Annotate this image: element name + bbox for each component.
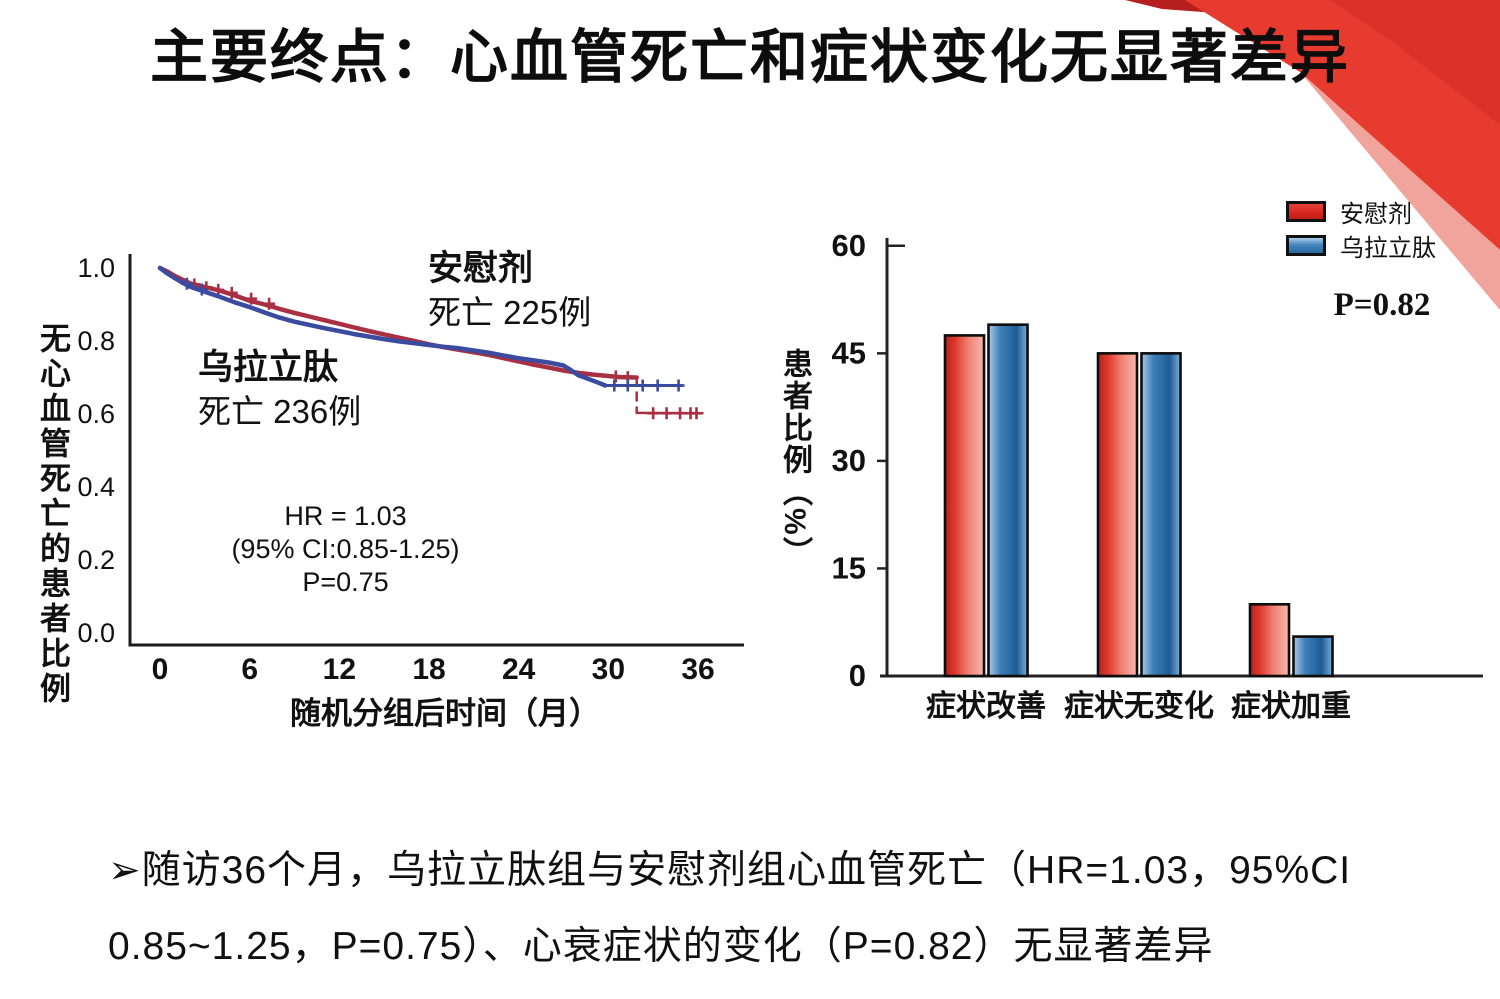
ularitide-deaths-label: 死亡 236例 <box>198 393 362 430</box>
placebo-annotation: 安慰剂 死亡 225例 <box>428 247 591 335</box>
km-x-tick: 18 <box>412 653 445 686</box>
p-value-km: P=0.75 <box>302 567 389 597</box>
legend-swatch-placebo <box>1286 200 1326 222</box>
bar-y-tick: 15 <box>832 550 866 585</box>
legend-label-placebo: 安慰剂 <box>1340 200 1412 228</box>
km-x-tick: 0 <box>152 653 169 686</box>
legend-item-placebo: 安慰剂 <box>1286 200 1436 228</box>
km-x-axis-label: 随机分组后时间（月） <box>290 696 600 731</box>
bar-ularitide-2 <box>1292 635 1334 678</box>
legend-swatch-ularitide <box>1286 234 1326 256</box>
bar-ularitide-0 <box>987 323 1029 678</box>
km-x-tick: 36 <box>681 653 714 686</box>
hazard-ratio-annotation: HR = 1.03 (95% CI:0.85-1.25) P=0.75 <box>193 500 498 599</box>
ularitide-curve <box>157 265 608 388</box>
km-y-tick: 0.8 <box>77 326 115 356</box>
km-y-tick: 0.0 <box>77 618 115 648</box>
ribbon-light-wedge <box>1300 72 1500 310</box>
top-right-ribbon <box>1125 0 1500 310</box>
bar-y-tick: 60 <box>832 228 866 263</box>
summary-line-2: 0.85~1.25，P=0.75）、心衰症状的变化（P=0.82）无显著差异 <box>108 925 1214 968</box>
km-y-tick: 0.4 <box>77 472 115 502</box>
km-y-axis-label: 无心血管死亡的患者比例 <box>35 322 70 707</box>
km-y-tick: 0.6 <box>77 399 115 429</box>
bar-ularitide-1 <box>1140 352 1182 678</box>
bar-category-label: 症状改善 <box>926 690 1046 723</box>
placebo-name-label: 安慰剂 <box>428 249 534 288</box>
bar-placebo-1 <box>1096 352 1139 678</box>
bar-category-label: 症状无变化 <box>1064 689 1214 723</box>
km-x-tick: 12 <box>323 653 356 686</box>
km-x-tick: 30 <box>592 653 625 686</box>
bar-y-axis-label: 患者比例（%） <box>778 348 811 569</box>
placebo-deaths-label: 死亡 225例 <box>428 294 592 331</box>
bar-p-value: P=0.82 <box>1333 287 1431 323</box>
bar-placebo-0 <box>943 334 986 678</box>
ularitide-annotation: 乌拉立肽 死亡 236例 <box>198 346 361 434</box>
bar-category-label: 症状加重 <box>1231 690 1351 723</box>
summary-text: ➢随访36个月，乌拉立肽组与安慰剂组心血管死亡（HR=1.03，95%CI 0.… <box>108 833 1458 985</box>
km-y-tick: 1.0 <box>77 253 115 283</box>
legend-item-ularitide: 乌拉立肽 <box>1286 234 1436 262</box>
km-x-tick: 24 <box>502 653 536 686</box>
bar-y-tick: 30 <box>832 443 866 478</box>
summary-line-1: ➢随访36个月，乌拉立肽组与安慰剂组心血管死亡（HR=1.03，95%CI <box>108 849 1352 892</box>
bar-y-tick: 45 <box>832 335 866 370</box>
hr-value: HR = 1.03 <box>284 501 407 531</box>
bar-chart-legend: 安慰剂 乌拉立肽 <box>1286 200 1436 268</box>
bar-placebo-2 <box>1248 602 1291 678</box>
km-x-tick: 6 <box>241 653 258 686</box>
ci-value: (95% CI:0.85-1.25) <box>231 534 460 564</box>
ularitide-name-label: 乌拉立肽 <box>198 348 339 387</box>
slide-title: 主要终点：心血管死亡和症状变化无显著差异 <box>150 25 1351 90</box>
km-plot-svg: 1.0 0.8 0.6 0.4 0.2 0.0 0 6 12 18 24 30 36 <box>77 253 744 686</box>
bar-chart-svg: 0 15 30 45 60 症状改善 症状无变化 症状加重 <box>832 228 1483 723</box>
legend-label-ularitide: 乌拉立肽 <box>1340 234 1436 262</box>
km-y-tick: 0.2 <box>77 545 115 575</box>
bar-y-tick: 0 <box>849 658 866 693</box>
ribbon-shade <box>1330 0 1500 125</box>
